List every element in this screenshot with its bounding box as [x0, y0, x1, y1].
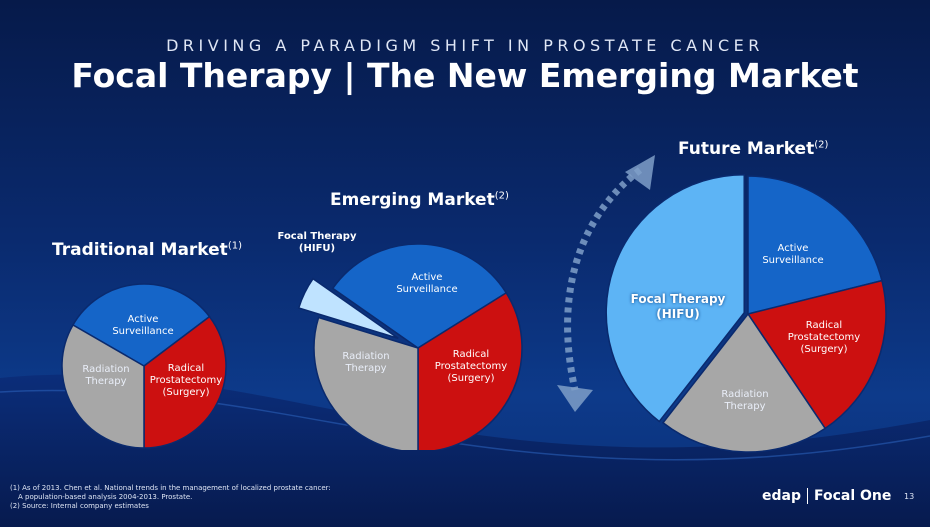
label-line: Radiation	[342, 351, 390, 362]
traditional-market-title: Traditional Market(1)	[52, 240, 242, 260]
footnote: A population-based analysis 2004-2013. P…	[18, 493, 193, 501]
emerging-focal-slice	[297, 277, 399, 340]
label-line: Therapy	[724, 401, 766, 412]
logo-edap: edap	[762, 488, 801, 504]
header-kicker: DRIVING A PARADIGM SHIFT IN PROSTATE CAN…	[166, 36, 764, 55]
future-focal-slice	[605, 173, 745, 423]
arrow-up-head-icon	[625, 155, 655, 190]
label-line: Radical	[452, 349, 490, 360]
future-market-title: Future Market(2)	[678, 139, 828, 159]
emerging-market-footnote-ref: (2)	[494, 190, 509, 202]
label-line: Prostatectomy	[149, 375, 223, 386]
traditional-radical-slice	[143, 315, 227, 449]
label-line: (Surgery)	[447, 373, 495, 384]
future-focal-label: Focal Therapy (HIFU)	[626, 292, 730, 322]
label-line: Surveillance	[762, 255, 824, 266]
label-line: Surveillance	[396, 284, 458, 295]
traditional-radiation-slice	[61, 323, 145, 449]
label-line: Prostatectomy	[787, 332, 861, 343]
traditional-active-slice	[71, 283, 211, 367]
traditional-market-title-text: Traditional Market	[52, 240, 228, 260]
label-line: Active	[127, 314, 159, 325]
label-line: (HIFU)	[298, 243, 336, 254]
label-line: Radiation	[82, 364, 130, 375]
traditional-radiation-label: Radiation Therapy	[78, 364, 134, 388]
future-active-slice	[747, 175, 883, 315]
logo-focal-one: Focal One	[814, 488, 892, 504]
future-radical-slice	[746, 279, 887, 430]
page-number: 13	[904, 492, 915, 501]
future-active-label: Active Surveillance	[750, 243, 836, 267]
arrow-down-head-icon	[557, 385, 593, 412]
future-radical-label: Radical Prostatectomy (Surgery)	[776, 320, 872, 356]
label-line: (Surgery)	[800, 344, 848, 355]
traditional-market-pie	[61, 283, 227, 449]
label-line: (HIFU)	[656, 307, 700, 321]
logo-divider	[807, 488, 808, 504]
emerging-active-slice	[331, 243, 508, 349]
emerging-market-pie	[297, 243, 523, 450]
label-line: (Surgery)	[162, 387, 210, 398]
future-radiation-slice	[661, 312, 827, 453]
footnote: (1) As of 2013. Chen et al. National tre…	[10, 484, 331, 492]
shift-arrow	[557, 155, 655, 412]
label-line: Active	[411, 272, 443, 283]
label-line: Radical	[805, 320, 843, 331]
traditional-active-label: Active Surveillance	[100, 314, 186, 338]
future-radiation-label: Radiation Therapy	[712, 389, 778, 413]
emerging-market-title-text: Emerging Market	[330, 190, 495, 210]
emerging-focal-callout: Focal Therapy (HIFU)	[274, 231, 360, 255]
company-logo: edap Focal One	[762, 487, 891, 505]
label-line: Focal Therapy	[630, 292, 726, 306]
traditional-market-footnote-ref: (1)	[227, 240, 242, 252]
emerging-active-label: Active Surveillance	[382, 272, 472, 296]
emerging-market-title: Emerging Market(2)	[330, 190, 509, 210]
emerging-radiation-slice	[313, 316, 419, 450]
future-market-title-text: Future Market	[678, 139, 815, 159]
label-line: Therapy	[345, 363, 387, 374]
label-line: Active	[777, 243, 809, 254]
future-market-footnote-ref: (2)	[814, 139, 829, 151]
label-line: Therapy	[85, 376, 127, 387]
future-market-pie	[605, 173, 887, 453]
label-line: Radiation	[721, 389, 769, 400]
emerging-radical-label: Radical Prostatectomy (Surgery)	[428, 349, 514, 385]
label-line: Radical	[167, 363, 205, 374]
footnotes: (1) As of 2013. Chen et al. National tre…	[10, 484, 331, 511]
traditional-radical-label: Radical Prostatectomy (Surgery)	[146, 363, 226, 399]
emerging-radical-slice	[417, 291, 523, 450]
label-line: Focal Therapy	[277, 231, 357, 242]
footnote: (2) Source: Internal company estimates	[10, 502, 149, 510]
label-line: Surveillance	[112, 326, 174, 337]
label-line: Prostatectomy	[434, 361, 508, 372]
emerging-radiation-label: Radiation Therapy	[334, 351, 398, 375]
page-title: Focal Therapy | The New Emerging Market	[71, 56, 859, 95]
